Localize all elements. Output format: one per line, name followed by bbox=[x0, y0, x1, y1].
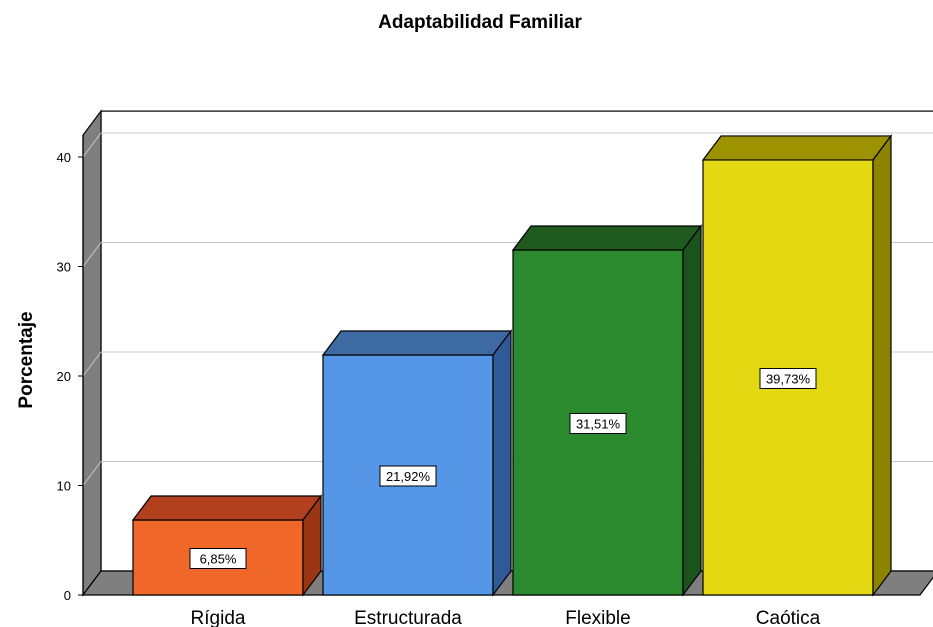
x-tick-label: Caótica bbox=[756, 608, 821, 627]
bar-side bbox=[492, 329, 512, 597]
gridline-side bbox=[82, 132, 102, 158]
bar: 6,85% bbox=[131, 494, 323, 597]
data-label: 6,85% bbox=[200, 551, 237, 566]
y-tick-label: 0 bbox=[64, 588, 71, 603]
x-tick-label: Rígida bbox=[191, 608, 246, 627]
y-tick-label: 20 bbox=[57, 369, 71, 384]
gridline-side bbox=[82, 351, 102, 377]
y-tick-label: 40 bbox=[57, 150, 71, 165]
data-label-box bbox=[379, 465, 437, 487]
x-tick-label: Flexible bbox=[565, 608, 630, 627]
bar-top bbox=[701, 135, 893, 161]
data-label-box bbox=[189, 547, 247, 569]
bar-side bbox=[872, 134, 892, 597]
y-tick-label: 30 bbox=[57, 260, 71, 275]
bars: 6,85% 21,92% 31,51% 39,73% bbox=[131, 134, 893, 597]
bar-front bbox=[512, 249, 684, 596]
data-label: 21,92% bbox=[386, 469, 431, 484]
gridline-side bbox=[82, 242, 102, 267]
chart-title: Adaptabilidad Familiar bbox=[378, 12, 582, 33]
bar-top bbox=[511, 225, 703, 251]
bar-top bbox=[321, 330, 513, 356]
bar-top bbox=[131, 495, 323, 521]
bar-side bbox=[302, 494, 322, 597]
y-tick-label: 10 bbox=[57, 479, 71, 494]
x-tick-labels: Rígida Estructurada Flexible Caótica bbox=[191, 608, 821, 627]
left-wall bbox=[82, 109, 102, 597]
data-label: 39,73% bbox=[766, 371, 811, 386]
data-label-box bbox=[569, 412, 627, 434]
data-label-box bbox=[759, 367, 817, 389]
bar: 39,73% bbox=[701, 134, 893, 597]
y-ticks: 0 10 20 30 40 bbox=[57, 135, 84, 603]
bar: 31,51% bbox=[511, 224, 703, 597]
data-label: 31,51% bbox=[576, 416, 621, 431]
gridline-side bbox=[82, 461, 102, 486]
bar-side bbox=[682, 224, 702, 597]
x-tick-label: Estructurada bbox=[354, 608, 462, 627]
bar: 21,92% bbox=[321, 329, 513, 597]
